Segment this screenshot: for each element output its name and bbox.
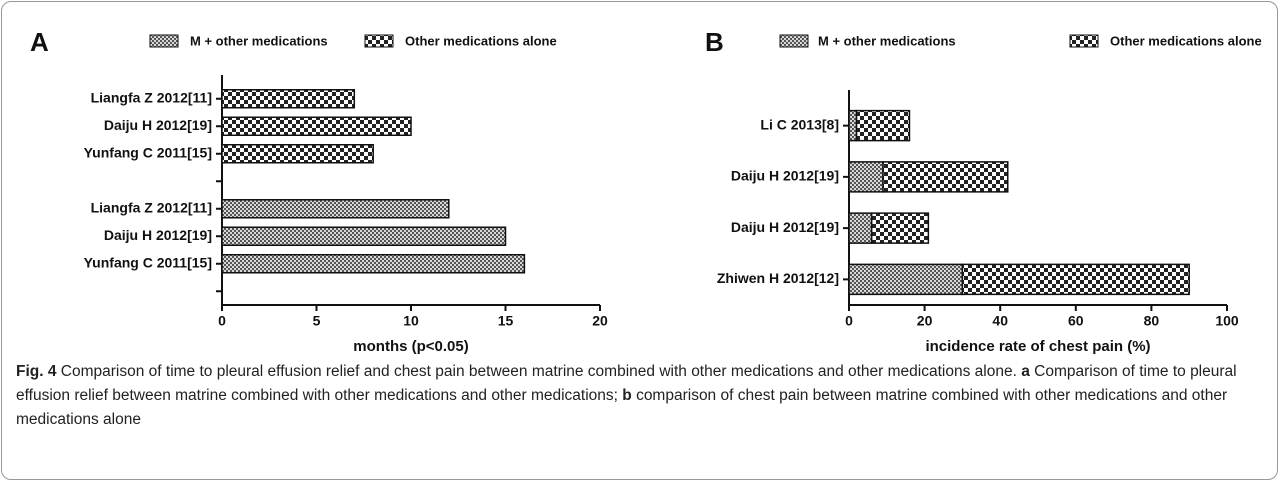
x-tick-label: 80 xyxy=(1144,313,1160,329)
y-tick-label: Zhiwen H 2012[12] xyxy=(717,270,839,286)
x-tick-label: 0 xyxy=(845,313,853,329)
bar xyxy=(221,254,526,274)
x-tick-label: 0 xyxy=(218,313,226,329)
bar xyxy=(221,199,450,219)
y-tick-label: Yunfang C 2011[15] xyxy=(84,144,212,160)
caption-part-text: comparison of chest pain between matrine… xyxy=(16,387,1228,428)
legend-swatch xyxy=(1069,34,1099,48)
y-tick-label: Daiju H 2012[19] xyxy=(731,168,839,184)
x-tick-label: 5 xyxy=(313,313,321,329)
y-tick-label: Daiju H 2012[19] xyxy=(731,219,839,235)
caption-label: Fig. 4 xyxy=(16,363,57,380)
x-tick-label: 60 xyxy=(1068,313,1084,329)
bar xyxy=(848,263,964,296)
bar xyxy=(848,161,884,193)
bar xyxy=(848,212,873,244)
x-axis-label: incidence rate of chest pain (%) xyxy=(925,338,1150,355)
y-tick-label: Daiju H 2012[19] xyxy=(104,227,212,243)
panel-label: B xyxy=(705,27,724,57)
legend-label: M + other medications xyxy=(190,33,328,48)
y-tick-label: Liangfa Z 2012[11] xyxy=(91,199,212,215)
x-tick-label: 20 xyxy=(917,313,933,329)
bar xyxy=(221,226,507,246)
x-tick-label: 10 xyxy=(403,313,419,329)
legend-swatch xyxy=(149,34,179,48)
caption-part-label: b xyxy=(622,387,632,404)
panel-label: A xyxy=(30,27,49,57)
y-tick-label: Li C 2013[8] xyxy=(760,116,839,132)
bar xyxy=(855,109,911,142)
bar xyxy=(221,144,374,164)
legend-label: M + other medications xyxy=(818,33,956,48)
legend-label: Other medications alone xyxy=(1110,33,1262,48)
caption: Fig. 4 Comparison of time to pleural eff… xyxy=(16,360,1266,432)
bar xyxy=(961,263,1190,296)
bar xyxy=(848,109,858,142)
charts: A M + other medications Other medications … xyxy=(30,27,1262,355)
x-tick-label: 20 xyxy=(592,313,608,329)
x-tick-label: 40 xyxy=(992,313,1008,329)
bar xyxy=(882,161,1009,193)
x-tick-label: 100 xyxy=(1215,313,1239,329)
bar xyxy=(221,116,412,136)
legend-label: Other medications alone xyxy=(405,33,557,48)
bar xyxy=(870,212,930,244)
x-tick-label: 15 xyxy=(498,313,514,329)
y-tick-label: Daiju H 2012[19] xyxy=(104,117,212,133)
caption-part-label: a xyxy=(1021,363,1030,380)
caption-text: Comparison of time to pleural effusion r… xyxy=(60,363,1017,380)
legend-swatch xyxy=(364,34,394,48)
y-tick-label: Liangfa Z 2012[11] xyxy=(91,89,212,105)
legend-swatch xyxy=(779,34,809,48)
x-axis-label: months (p<0.05) xyxy=(353,338,468,355)
bar xyxy=(221,89,356,109)
y-tick-label: Yunfang C 2011[15] xyxy=(84,254,212,270)
caption-part-text: Comparison of time to pleural effusion r… xyxy=(16,363,1237,404)
